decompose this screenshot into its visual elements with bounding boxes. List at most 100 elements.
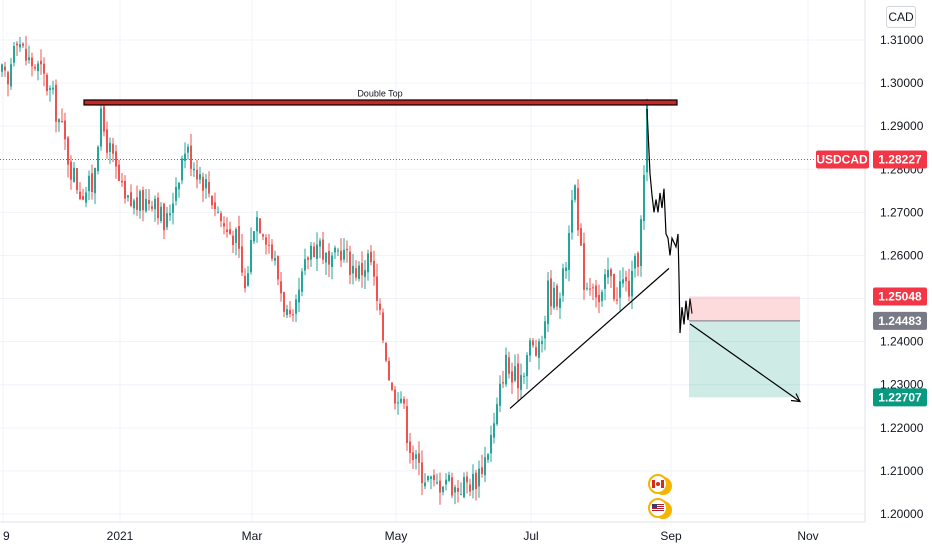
- candle-body: [490, 434, 492, 454]
- candle-body: [130, 192, 132, 206]
- candle-body: [367, 253, 369, 273]
- candle-body: [388, 361, 390, 381]
- candle-body: [94, 167, 96, 194]
- double-top-label: Double Top: [357, 88, 402, 98]
- candle-body: [16, 43, 18, 46]
- candle-body: [181, 158, 183, 181]
- candle-body: [121, 180, 123, 183]
- candle-body: [61, 121, 63, 123]
- candle-body: [589, 288, 591, 290]
- event-flags[interactable]: [648, 474, 672, 519]
- candle-body: [292, 314, 294, 316]
- candle-body: [616, 299, 618, 301]
- candle-body: [19, 44, 21, 48]
- time-axis[interactable]: 9 2021 Mar May Jul Sep Nov: [0, 521, 865, 543]
- price-tag: [873, 311, 927, 330]
- candle-body: [466, 476, 468, 483]
- candle-body: [241, 246, 243, 273]
- candle-body: [598, 294, 600, 303]
- currency-label[interactable]: CAD: [886, 6, 916, 28]
- flag-canton: [652, 504, 657, 508]
- candle-body: [607, 269, 609, 278]
- candle-body: [496, 404, 498, 425]
- candle-body: [631, 270, 633, 297]
- candle-body: [637, 252, 639, 267]
- candle-body: [115, 151, 117, 167]
- candle-body: [430, 476, 432, 479]
- candle-body: [523, 375, 525, 377]
- candle-body: [580, 228, 582, 246]
- candle-body: [331, 255, 333, 267]
- candle-body: [22, 43, 24, 46]
- candle-body: [439, 480, 441, 493]
- candle-body: [424, 482, 426, 487]
- candle-body: [334, 247, 336, 253]
- y-tick-label: 1.23000: [880, 378, 924, 392]
- candle-body: [565, 267, 567, 272]
- candle-body: [535, 347, 537, 356]
- flag-leaf: [656, 482, 660, 486]
- canada-flag-icon[interactable]: [648, 474, 672, 495]
- candle-body: [646, 99, 648, 173]
- candle-body: [274, 258, 276, 261]
- candle-body: [610, 269, 612, 277]
- candle-body: [544, 321, 546, 339]
- candle-body: [298, 289, 300, 303]
- candle-body: [88, 175, 90, 192]
- candle-body: [154, 198, 156, 210]
- candle-body: [514, 366, 516, 381]
- candle-body: [193, 168, 195, 171]
- candle-body: [517, 363, 519, 389]
- candle-body: [187, 146, 189, 153]
- price-axis[interactable]: 1.310001.300001.290001.280001.270001.260…: [864, 0, 924, 522]
- candle-body: [169, 213, 171, 216]
- candle-body: [328, 251, 330, 265]
- candle-body: [232, 235, 234, 245]
- candle-body: [109, 142, 111, 152]
- candle-body: [397, 402, 399, 404]
- candle-body: [307, 257, 309, 260]
- candle-body: [634, 255, 636, 269]
- candle-body: [178, 182, 180, 190]
- candle-body: [436, 482, 438, 484]
- candle-body: [541, 341, 543, 344]
- candle-body: [502, 382, 504, 384]
- candle-body: [79, 191, 81, 200]
- flag-stripe: [652, 506, 664, 507]
- candle-body: [556, 285, 558, 307]
- candle-body: [223, 223, 225, 227]
- candle-body: [262, 234, 264, 237]
- candle-body: [322, 239, 324, 260]
- candle-body: [157, 197, 159, 219]
- price-tag: [873, 287, 927, 306]
- candle-body: [76, 168, 78, 191]
- y-tick-label: 1.24000: [880, 335, 924, 349]
- candle-body: [247, 273, 249, 286]
- stop-loss-zone: [689, 296, 800, 321]
- candle-body: [226, 229, 228, 232]
- candle-body: [532, 340, 534, 346]
- candle-body: [190, 145, 192, 169]
- candle-body: [43, 63, 45, 74]
- candle-body: [349, 251, 351, 275]
- candle-body: [364, 270, 366, 277]
- us-flag-icon[interactable]: [648, 498, 672, 519]
- candle-body: [184, 153, 186, 161]
- candle-body: [52, 87, 54, 90]
- candle-body: [256, 217, 258, 232]
- candle-body: [280, 281, 282, 294]
- candle-body: [484, 457, 486, 476]
- y-tick-label: 1.27000: [880, 205, 924, 219]
- candle-body: [271, 244, 273, 259]
- candle-body: [196, 169, 198, 180]
- candle-body: [268, 244, 270, 246]
- candle-body: [265, 237, 267, 245]
- candle-body: [538, 341, 540, 358]
- candle-body: [235, 228, 237, 243]
- candle-body: [454, 487, 456, 493]
- y-tick-label: 1.29000: [880, 119, 924, 133]
- candle-body: [310, 245, 312, 260]
- candle-body: [97, 146, 99, 172]
- candle-body: [622, 279, 624, 284]
